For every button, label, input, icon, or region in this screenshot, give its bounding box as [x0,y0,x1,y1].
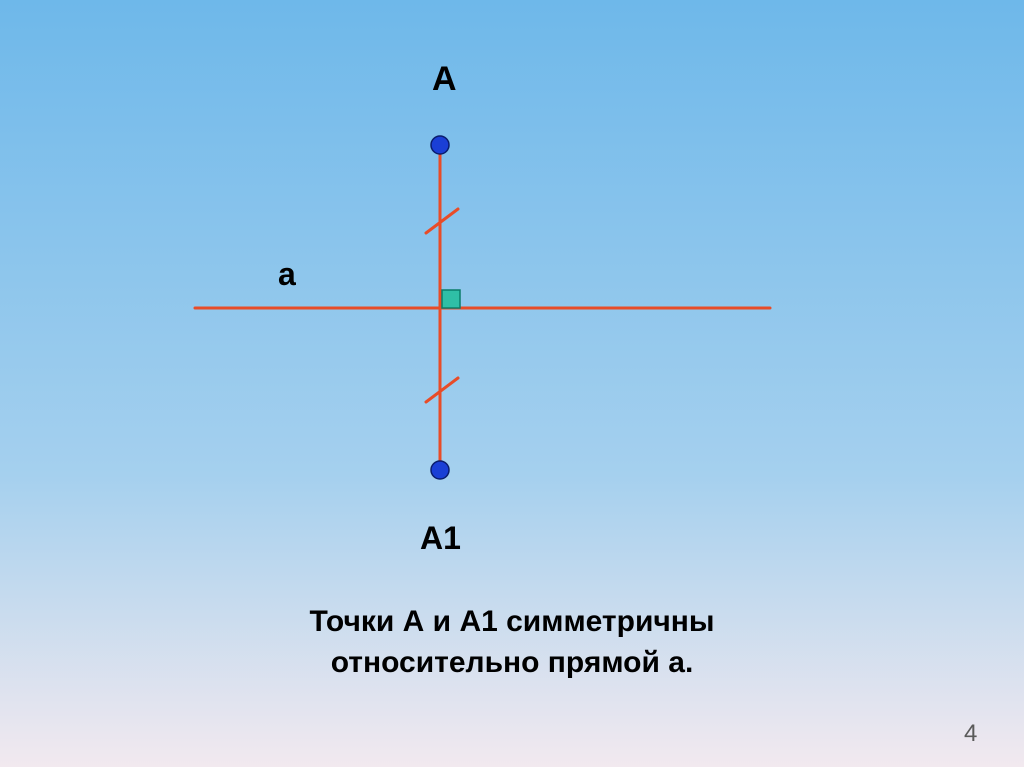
equal-tick-top [426,209,458,233]
point-A [431,136,449,154]
point-A1 [431,461,449,479]
label-line-a: а [278,256,296,293]
caption-text: Точки А и А1 симметричны относительно пр… [0,602,1024,683]
equal-tick-bottom [426,378,458,402]
page-number: 4 [964,720,977,748]
caption-line-2: относительно прямой а. [0,643,1024,684]
label-A1: А1 [420,520,461,557]
label-A: А [432,60,457,99]
caption-line-1: Точки А и А1 симметричны [0,602,1024,643]
right-angle-marker [442,290,460,308]
